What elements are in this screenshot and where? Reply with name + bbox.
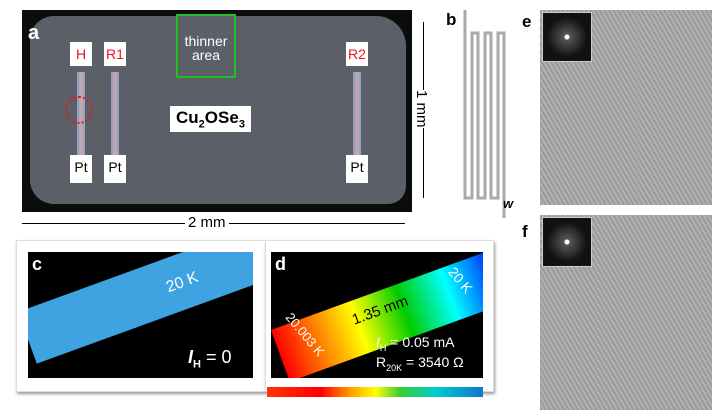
panel-d: d 1.35 mm 20 K 20.003 K IH = 0.05 mA R20… (265, 240, 494, 392)
current-label: IH = 0.05 mA (376, 334, 455, 353)
r2-strip (353, 72, 361, 162)
fft-inset (542, 12, 592, 62)
pad-pt: Pt (104, 155, 126, 183)
pad-r2: R2 (346, 42, 368, 66)
vertical-scale-label: 1 mm (413, 90, 430, 128)
width-label: w (503, 196, 514, 211)
current-label: IH = 0 (188, 347, 232, 371)
panel-c: c 20 K IH = 0 (16, 240, 266, 392)
panel-label: b (446, 10, 457, 29)
temperature-map: d 1.35 mm 20 K 20.003 K IH = 0.05 mA R20… (271, 252, 483, 378)
lorentz-tem-image-e (540, 10, 712, 205)
resistance-label: R20K = 3540 Ω (376, 354, 464, 373)
hotspot-circle (65, 96, 93, 124)
fft-inset (542, 217, 592, 267)
horizontal-scale-label: 2 mm (185, 214, 229, 231)
panel-label: f (522, 222, 528, 241)
simulation-mesh: c 20 K IH = 0 (28, 252, 253, 378)
meander-heater (463, 10, 506, 218)
panel-label: e (522, 12, 532, 31)
pad-r1: R1 (104, 42, 126, 66)
thinner-area-box: thinner area (176, 14, 236, 78)
panel-a-micrograph: a H R1 R2 Pt Pt Pt thinner area Cu2OSe3 (22, 10, 412, 212)
pad-pt: Pt (70, 155, 92, 183)
pad-h: H (70, 42, 92, 66)
panel-label: d (275, 254, 286, 274)
color-scale-bar (267, 387, 483, 397)
lorentz-tem-image-f (540, 215, 712, 410)
material-label: Cu2OSe3 (170, 106, 251, 133)
r1-strip (111, 72, 119, 162)
pad-pt: Pt (346, 155, 368, 183)
panel-label: c (32, 254, 43, 274)
panel-label: a (28, 22, 40, 44)
